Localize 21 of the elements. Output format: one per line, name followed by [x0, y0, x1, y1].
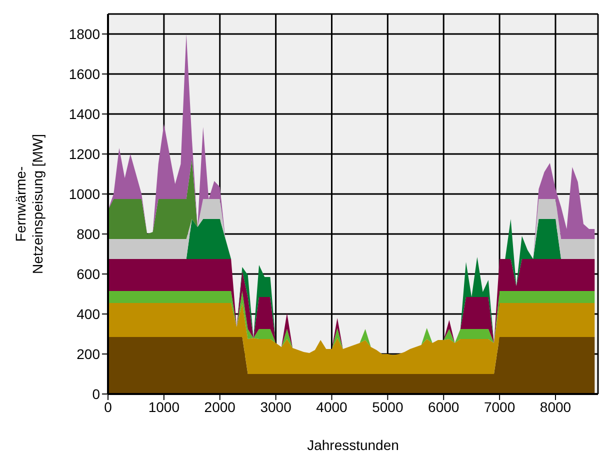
- y-tick-label: 600: [76, 266, 100, 282]
- y-tick-label: 1400: [68, 106, 100, 122]
- x-tick-label: 8000: [540, 398, 572, 415]
- x-tick-label: 4000: [316, 398, 348, 415]
- y-tick-label: 1200: [68, 146, 100, 162]
- y-tick-label: 1000: [68, 186, 100, 202]
- y-tick-label: 200: [76, 346, 100, 362]
- x-axis-title: Jahresstunden: [307, 437, 399, 453]
- y-tick-label: 0: [92, 386, 100, 402]
- y-axis-title: Fernwärme-Netzeinspeisung [MW]: [12, 134, 46, 274]
- y-tick-label: 400: [76, 306, 100, 322]
- x-tick-label: 5000: [372, 398, 404, 415]
- x-tick-label: 2000: [204, 398, 236, 415]
- y-tick-label: 1800: [68, 26, 100, 42]
- y-tick-label: 1600: [68, 66, 100, 82]
- x-tick-label: 3000: [260, 398, 292, 415]
- y-tick-label: 800: [76, 226, 100, 242]
- x-tick-label: 7000: [484, 398, 516, 415]
- x-tick-label: 1000: [148, 398, 180, 415]
- x-tick-label: 0: [104, 398, 112, 415]
- x-tick-label: 6000: [428, 398, 460, 415]
